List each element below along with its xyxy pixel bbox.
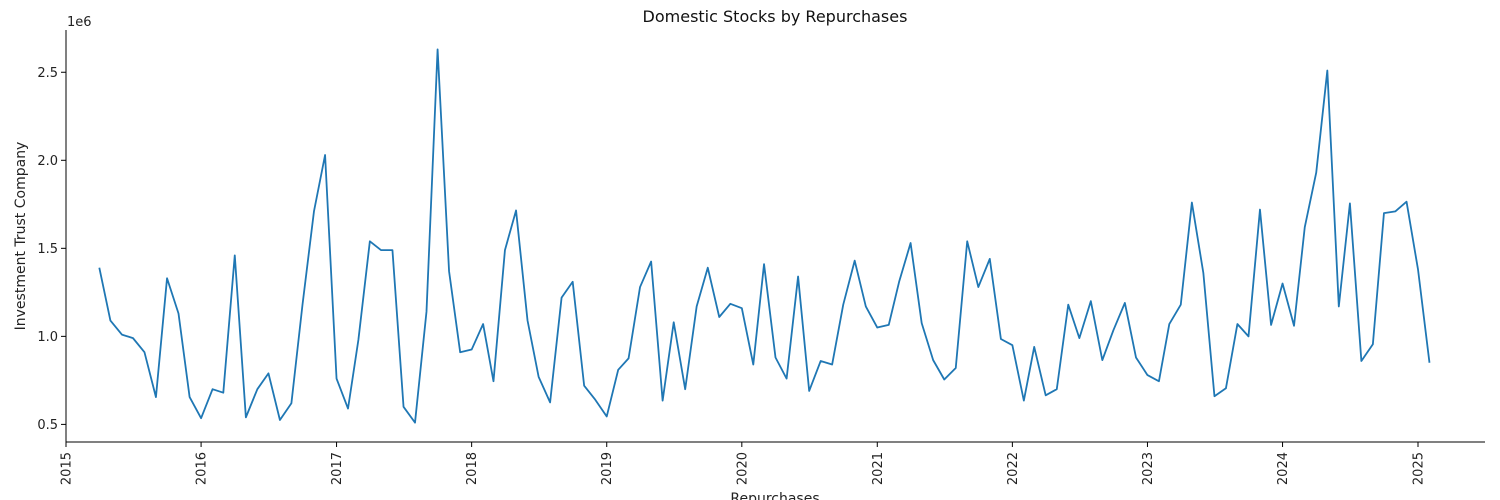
plot-area: 0.5 1.0 1.5 2.0 2.5 2015 2016 2017 2018 2019 2020… [37, 30, 1485, 485]
x-tick-label: 2016 [195, 452, 210, 485]
y-tick-label: 1.5 [37, 242, 58, 257]
x-tick-label: 2015 [60, 452, 75, 485]
x-tick-label: 2024 [1276, 452, 1291, 485]
x-axis-title: Repurchases [730, 491, 819, 500]
y-ticks: 0.5 1.0 1.5 2.0 2.5 [37, 66, 66, 433]
y-tick-label: 1.0 [37, 330, 58, 345]
x-tick-label: 2021 [871, 452, 886, 485]
chart-title: Domestic Stocks by Repurchases [643, 7, 908, 26]
x-ticks: 2015 2016 2017 2018 2019 2020 2021 2022 2023 2024… [60, 442, 1427, 485]
x-tick-label: 2022 [1006, 452, 1021, 485]
x-tick-label: 2025 [1412, 452, 1427, 485]
x-tick-label: 2019 [600, 452, 615, 485]
y-tick-label: 0.5 [37, 418, 58, 433]
x-tick-label: 2020 [735, 452, 750, 485]
y-tick-label: 2.0 [37, 154, 58, 169]
x-tick-label: 2023 [1141, 452, 1156, 485]
series-line [98, 48, 1431, 424]
y-tick-label: 2.5 [37, 66, 58, 81]
y-axis-title: Investment Trust Company [13, 142, 29, 331]
x-tick-label: 2017 [330, 452, 345, 485]
x-tick-label: 2018 [465, 452, 480, 485]
y-multiplier-label: 1e6 [67, 15, 92, 30]
